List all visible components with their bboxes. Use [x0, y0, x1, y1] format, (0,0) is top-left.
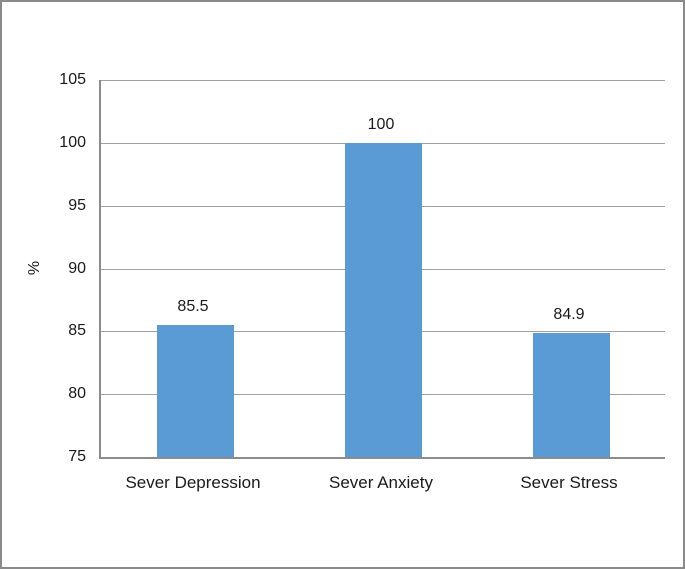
y-tick-label-85: 85	[68, 322, 86, 340]
x-axis-category-label: Sever Stress	[520, 473, 618, 492]
gridline-105	[101, 80, 665, 81]
bar-value-label: 100	[367, 115, 395, 133]
y-tick-label-105: 105	[59, 71, 86, 88]
y-tick-label-95: 95	[68, 196, 86, 214]
y-tick-label-90: 90	[68, 259, 86, 277]
bar-sever-depression	[156, 325, 234, 457]
x-axis-category-label: Sever Depression	[125, 473, 261, 492]
x-axis-category-label: Sever Anxiety	[329, 473, 433, 492]
y-tick-label-75: 75	[68, 448, 86, 465]
bar-value-label: 84.9	[553, 305, 585, 323]
bar-value-label: 85.5	[177, 298, 209, 316]
y-tick-label-100: 100	[59, 133, 86, 151]
bar-sever-anxiety	[344, 142, 422, 457]
y-tick-label-80: 80	[68, 385, 86, 403]
plot-area	[99, 80, 665, 459]
bar-sever-stress	[532, 332, 610, 457]
